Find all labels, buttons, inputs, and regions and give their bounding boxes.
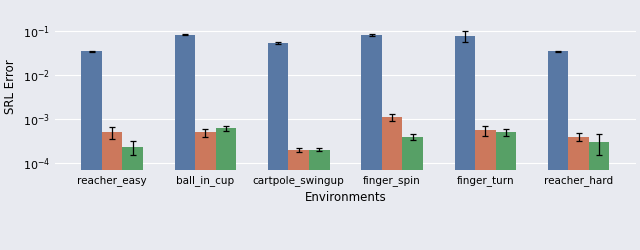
Bar (309, 150, 330, 250)
Bar (81, 52, 102, 250)
Bar (568, 136, 589, 250)
Bar (195, 132, 216, 250)
Bar (454, 36, 475, 250)
Bar (548, 52, 568, 250)
Bar (495, 132, 516, 250)
Bar (589, 142, 609, 250)
Y-axis label: SRL Error: SRL Error (4, 60, 17, 114)
Bar (382, 117, 403, 250)
Bar (122, 147, 143, 250)
Bar (175, 34, 195, 250)
Bar (102, 132, 122, 250)
X-axis label: Environments: Environments (305, 191, 387, 204)
Bar (216, 128, 236, 250)
Bar (289, 150, 309, 250)
Bar (475, 130, 495, 250)
Bar (268, 42, 289, 250)
Bar (361, 34, 382, 250)
Bar (403, 136, 423, 250)
